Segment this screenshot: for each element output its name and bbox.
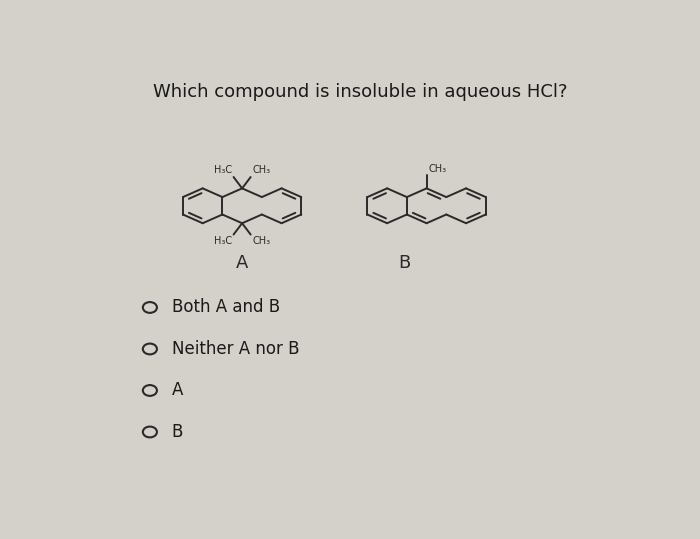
Text: H₃C: H₃C: [214, 165, 232, 175]
Text: Neither A nor B: Neither A nor B: [172, 340, 299, 358]
Text: B: B: [399, 254, 411, 272]
Text: CH₃: CH₃: [428, 164, 447, 174]
Text: CH₃: CH₃: [252, 236, 270, 246]
Text: CH₃: CH₃: [252, 165, 270, 175]
Text: H₃C: H₃C: [214, 236, 232, 246]
Text: A: A: [236, 254, 248, 272]
Text: Both A and B: Both A and B: [172, 299, 280, 316]
Text: Which compound is insoluble in aqueous HCl?: Which compound is insoluble in aqueous H…: [153, 84, 567, 101]
Text: A: A: [172, 382, 183, 399]
Text: B: B: [172, 423, 183, 441]
